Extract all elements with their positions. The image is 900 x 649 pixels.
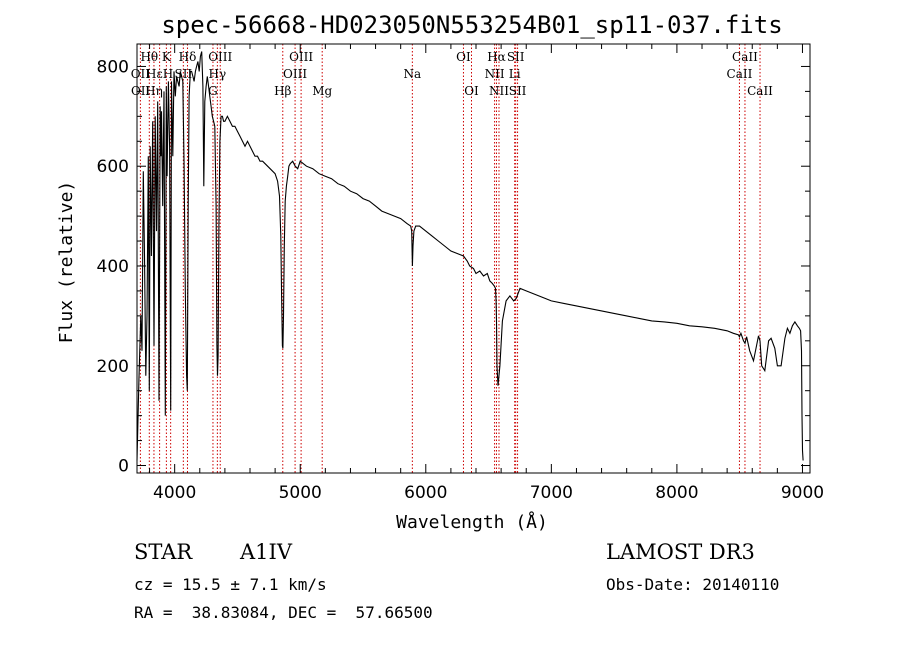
plot-frame	[136, 43, 811, 474]
observation-date: Obs-Date: 20140110	[606, 575, 780, 594]
x-tick-label-0: 4000	[153, 483, 196, 503]
x-tick-label-3: 7000	[530, 483, 573, 503]
line-label-24: CaII	[732, 50, 758, 64]
line-label-5: Hη	[145, 84, 163, 98]
y-tick-label-3: 600	[97, 157, 129, 177]
line-label-17: OI	[464, 84, 479, 98]
spectral-line-markers	[139, 44, 761, 473]
survey-name: LAMOST DR3	[606, 540, 755, 564]
line-label-21: Li	[509, 67, 521, 81]
line-label-23: SII	[509, 84, 527, 98]
line-label-14: Mg	[312, 84, 332, 98]
line-label-7: SII	[174, 67, 192, 81]
y-tick-label-1: 200	[97, 357, 129, 377]
x-tick-label-5: 9000	[781, 483, 824, 503]
line-label-9: Hγ	[209, 67, 227, 81]
object-class: STAR	[134, 540, 193, 564]
line-label-25: CaII	[727, 67, 753, 81]
line-label-15: Na	[404, 67, 422, 81]
y-tick-label-4: 800	[97, 57, 129, 77]
flux-series-line	[136, 51, 804, 461]
line-label-22: NII	[489, 84, 509, 98]
x-tick-label-4: 8000	[655, 483, 698, 503]
line-label-0: Hθ	[140, 50, 158, 64]
line-label-1: OII	[131, 67, 151, 81]
line-label-16: OI	[456, 50, 471, 64]
line-label-4: HεH	[146, 67, 173, 81]
line-label-20: NII	[485, 67, 505, 81]
y-tick-label-2: 400	[97, 257, 129, 277]
line-label-12: OIII	[283, 67, 307, 81]
y-axis-label: Flux (relative)	[56, 181, 77, 344]
line-label-8: OIII	[208, 50, 232, 64]
line-label-10: G	[208, 84, 218, 98]
x-axis-label: Wavelength (Å)	[396, 511, 548, 533]
line-label-3: K	[162, 50, 172, 64]
spectral-subclass: A1IV	[240, 540, 292, 564]
line-label-6: Hδ	[179, 50, 197, 64]
line-label-18: Hα	[487, 50, 506, 64]
y-tick-label-0: 0	[118, 457, 129, 477]
chart-title: spec-56668-HD023050N553254B01_sp11-037.f…	[161, 11, 782, 39]
line-label-13: Hβ	[274, 84, 291, 98]
x-tick-label-1: 5000	[279, 483, 322, 503]
line-label-19: SII	[507, 50, 525, 64]
x-tick-label-2: 6000	[404, 483, 447, 503]
line-label-11: OIII	[289, 50, 313, 64]
sky-coordinates: RA = 38.83084, DEC = 57.66500	[134, 603, 433, 622]
axis-ticks: 4000 5000 6000 7000 8000 9000 0 200 400 600 800	[97, 44, 824, 503]
line-label-26: CaII	[747, 84, 773, 98]
redshift-velocity: cz = 15.5 ± 7.1 km/s	[134, 575, 327, 594]
